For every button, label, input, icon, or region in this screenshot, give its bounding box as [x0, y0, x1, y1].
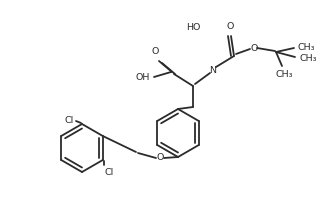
Text: CH₃: CH₃	[275, 70, 293, 79]
Text: O: O	[250, 43, 258, 53]
Text: N: N	[210, 66, 216, 75]
Text: O: O	[156, 153, 164, 163]
Text: O: O	[151, 47, 159, 56]
Text: Cl: Cl	[105, 168, 114, 177]
Text: CH₃: CH₃	[299, 54, 316, 62]
Text: CH₃: CH₃	[298, 42, 315, 52]
Text: Cl: Cl	[65, 116, 74, 124]
Text: HO: HO	[186, 22, 200, 32]
Text: OH: OH	[136, 73, 150, 82]
Text: O: O	[226, 22, 234, 31]
